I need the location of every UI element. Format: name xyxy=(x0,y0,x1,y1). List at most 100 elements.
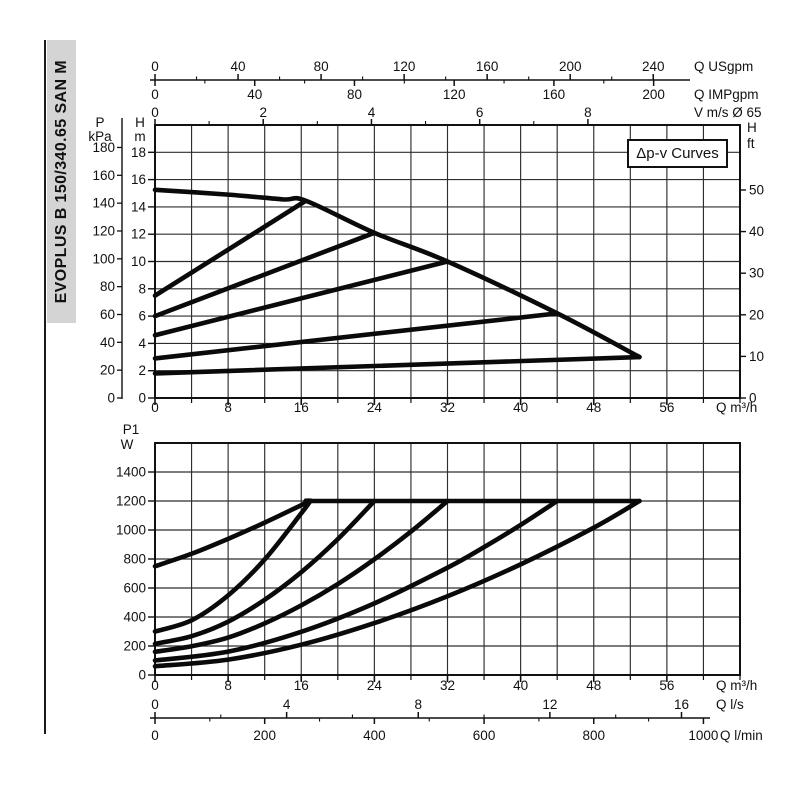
axis-tick-label: 0 xyxy=(151,728,159,743)
axis-unit-label: P1 xyxy=(123,422,140,437)
axis-tick-label: 1000 xyxy=(116,523,146,538)
axis-unit-label: m xyxy=(134,129,145,144)
axis-tick-label: 800 xyxy=(123,552,146,567)
axis-tick-label: 30 xyxy=(749,266,764,281)
curve-dpv-setting-4 xyxy=(152,311,560,361)
axis-tick-label: 4 xyxy=(368,105,376,120)
axis-unit-label: Q USgpm xyxy=(694,59,753,74)
axis-tick-label: 40 xyxy=(231,59,246,74)
axis-tick-label: 600 xyxy=(123,581,146,596)
axis-tick-label: 10 xyxy=(749,349,764,364)
axis-tick-label: 0 xyxy=(138,668,146,683)
axis-tick-label: 32 xyxy=(440,678,455,693)
axis-unit-label: Q m³/h xyxy=(716,678,757,693)
axis-tick-label: 40 xyxy=(100,335,115,350)
axis-unit-label: Q l/s xyxy=(716,697,744,712)
axis-tick-label: 160 xyxy=(92,168,115,183)
axis-tick-label: 0 xyxy=(151,400,159,415)
axis-tick-label: 80 xyxy=(100,279,115,294)
axis-tick-label: 2 xyxy=(138,363,146,378)
curve-p1-setting-3 xyxy=(152,498,450,655)
axis-unit-label: W xyxy=(121,437,134,452)
dpv-curves-badge: Δp-v Curves xyxy=(627,139,728,168)
axis-tick-label: 1400 xyxy=(116,465,146,480)
axis-tick-label: 60 xyxy=(100,307,115,322)
axis-tick-label: 8 xyxy=(138,281,146,296)
axis-tick-label: 120 xyxy=(92,223,115,238)
axis-tick-label: 0 xyxy=(151,678,159,693)
axis-tick-label: 0 xyxy=(151,105,159,120)
axis-tick-label: 0 xyxy=(107,391,115,406)
curve-dpv-setting-2 xyxy=(152,230,377,319)
axis-unit-label: Q IMPgpm xyxy=(694,87,759,102)
axis-tick-label: 200 xyxy=(642,87,665,102)
axis-tick-label: 400 xyxy=(123,610,146,625)
axis-tick-label: 8 xyxy=(414,697,422,712)
axis-unit-label: H xyxy=(747,120,757,135)
axis-tick-label: 8 xyxy=(224,678,232,693)
axis-unit-label: ft xyxy=(747,136,755,151)
curve-dpv-setting-5 xyxy=(152,354,642,376)
axis-tick-label: 140 xyxy=(92,196,115,211)
power-chart-group: 0 8 16 24 32 40 48 56 Q m³/h02004006008001000120… xyxy=(116,422,763,743)
axis-tick-label: 56 xyxy=(659,400,674,415)
axis-tick-label: 120 xyxy=(393,59,416,74)
curve-p1-setting-1 xyxy=(152,498,313,634)
axis-tick-label: 40 xyxy=(513,400,528,415)
axis-tick-label: 6 xyxy=(476,105,484,120)
axis-tick-label: 4 xyxy=(138,336,146,351)
axis-tick-label: 0 xyxy=(138,391,146,406)
axis-tick-label: 10 xyxy=(131,254,146,269)
axis-unit-label: kPa xyxy=(88,129,112,144)
axis-unit-label: Q l/min xyxy=(720,728,763,743)
axis-tick-label: 16 xyxy=(674,697,689,712)
axis-tick-label: 40 xyxy=(749,224,764,239)
axis-tick-label: 6 xyxy=(138,309,146,324)
axis-tick-label: 40 xyxy=(513,678,528,693)
axis-tick-label: 0 xyxy=(151,87,159,102)
head-chart-group: 0 8 16 24 32 40 48 56 Q m³/h024681012141618Hm020… xyxy=(88,59,764,415)
axis-tick-label: 8 xyxy=(584,105,592,120)
axis-tick-label: 240 xyxy=(642,59,665,74)
axis-tick-label: 80 xyxy=(314,59,329,74)
axis-tick-label: 180 xyxy=(92,140,115,155)
axis-tick-label: 1000 xyxy=(688,728,718,743)
axis-tick-label: 12 xyxy=(131,227,146,242)
axis-tick-label: 2 xyxy=(259,105,267,120)
axis-tick-label: 0 xyxy=(151,59,159,74)
axis-unit-label: P xyxy=(95,115,104,130)
axis-tick-label: 800 xyxy=(582,728,605,743)
axis-tick-label: 20 xyxy=(100,363,115,378)
axis-tick-label: 80 xyxy=(347,87,362,102)
axis-tick-label: 56 xyxy=(659,678,674,693)
left-rule-line xyxy=(44,40,46,734)
axis-tick-label: 16 xyxy=(294,400,309,415)
axis-tick-label: 0 xyxy=(749,391,757,406)
curve-p1-setting-5 xyxy=(152,498,642,669)
axis-tick-label: 16 xyxy=(131,172,146,187)
axis-tick-label: 24 xyxy=(367,678,383,693)
axis-tick-label: 4 xyxy=(283,697,291,712)
axis-tick-label: 32 xyxy=(440,400,455,415)
axis-tick-label: 24 xyxy=(367,400,383,415)
axis-tick-label: 120 xyxy=(443,87,466,102)
axis-tick-label: 50 xyxy=(749,182,764,197)
axis-unit-label: V m/s Ø 65 xyxy=(694,105,762,120)
axis-tick-label: 48 xyxy=(586,400,601,415)
axis-tick-label: 400 xyxy=(363,728,386,743)
axis-tick-label: 200 xyxy=(253,728,276,743)
curve-dpv-setting-1 xyxy=(152,198,309,298)
axis-tick-label: 16 xyxy=(294,678,309,693)
axis-unit-label: Q m³/h xyxy=(716,400,757,415)
curve-p1-max-speed xyxy=(152,498,642,569)
axis-tick-label: 12 xyxy=(542,697,557,712)
axis-tick-label: 1200 xyxy=(116,494,146,509)
axis-tick-label: 200 xyxy=(559,59,582,74)
axis-tick-label: 40 xyxy=(247,87,262,102)
axis-unit-label: H xyxy=(135,115,145,130)
axis-tick-label: 18 xyxy=(131,145,146,160)
axis-tick-label: 600 xyxy=(473,728,496,743)
axis-tick-label: 200 xyxy=(123,639,146,654)
